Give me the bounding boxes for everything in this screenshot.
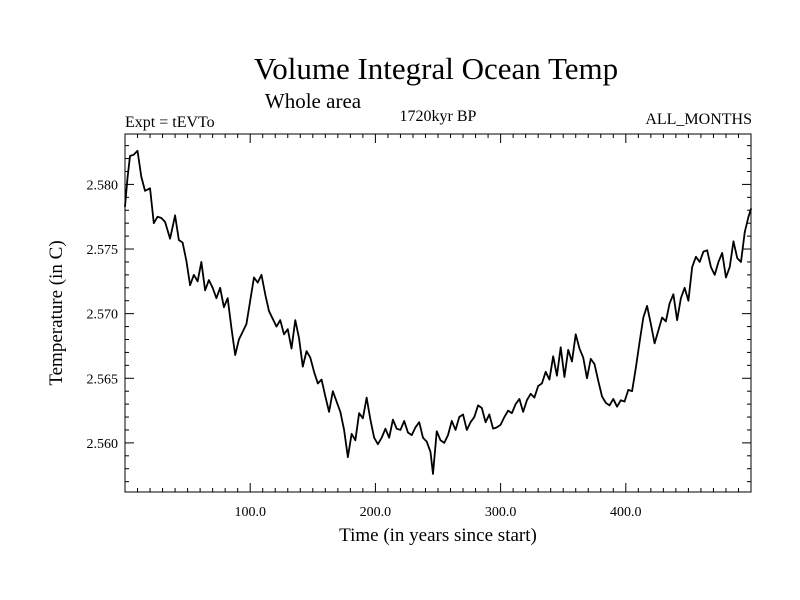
experiment-label: Expt = tEVTo [125, 114, 215, 131]
y-tick-label: 2.570 [87, 308, 119, 323]
x-tick-label: 300.0 [485, 505, 517, 520]
x-axis-label: Time (in years since start) [339, 525, 537, 546]
chart-subtitle: Whole area [265, 89, 362, 113]
y-tick-label: 2.565 [87, 372, 119, 387]
chart-title: Volume Integral Ocean Temp [254, 51, 618, 86]
y-tick-label: 2.560 [87, 437, 119, 452]
y-tick-label: 2.575 [87, 243, 119, 258]
y-tick-label: 2.580 [87, 178, 119, 193]
x-tick-label: 100.0 [234, 505, 266, 520]
x-tick-label: 200.0 [360, 505, 392, 520]
series-line-tEVTo [124, 149, 752, 475]
x-tick-label: 400.0 [610, 505, 642, 520]
months-label: ALL_MONTHS [645, 111, 752, 128]
x-axis: 100.0 200.0 300.0 400.0 [137, 134, 739, 520]
y-axis: 2.560 2.565 2.570 2.575 2.580 [87, 145, 751, 483]
epoch-label: 1720kyr BP [400, 108, 477, 125]
y-axis-label: Temperature (in C) [46, 240, 67, 385]
